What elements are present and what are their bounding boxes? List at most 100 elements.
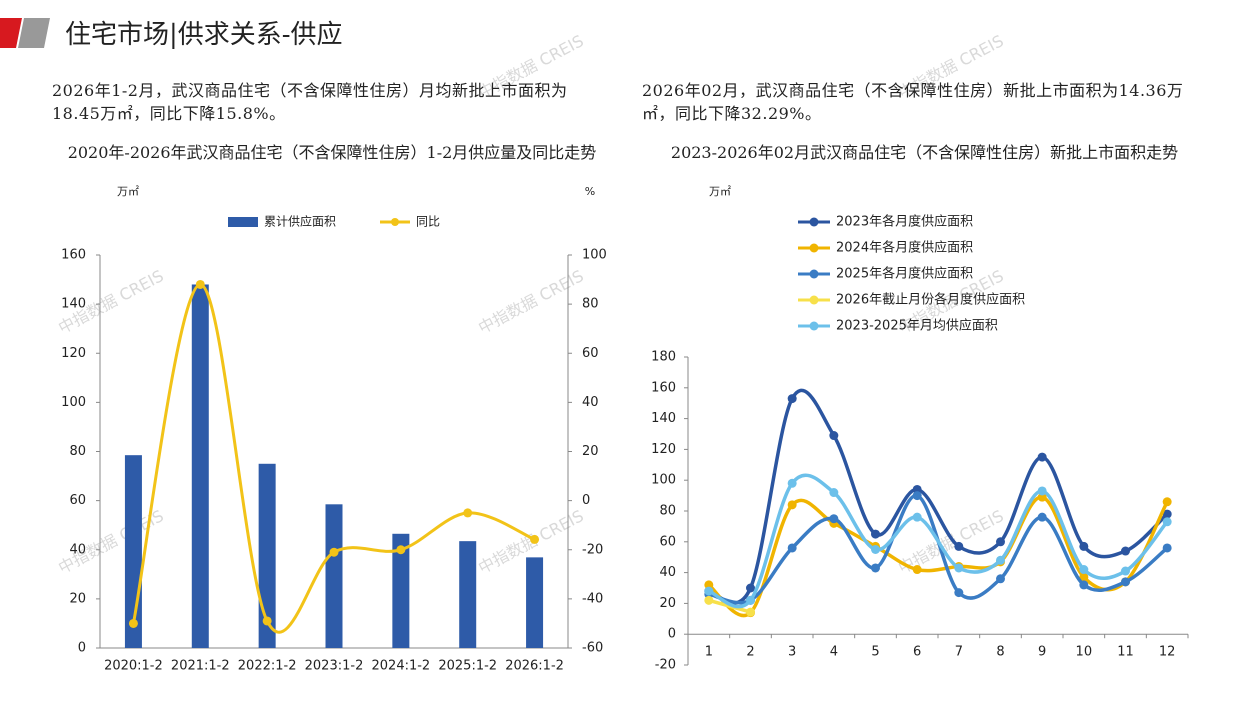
y2-tick-label: 80 bbox=[582, 297, 599, 312]
y-tick-label: -20 bbox=[655, 658, 676, 673]
point bbox=[829, 514, 839, 524]
point bbox=[530, 534, 540, 544]
y-tick-label: 60 bbox=[659, 534, 676, 549]
point bbox=[954, 563, 964, 573]
y-tick-label: 60 bbox=[69, 493, 86, 508]
watermark: 中指数据 CREIS bbox=[475, 266, 587, 337]
y-tick-label: 120 bbox=[651, 442, 676, 457]
y-tick-label: 100 bbox=[651, 473, 676, 488]
legend-label: 累计供应面积 bbox=[264, 214, 336, 229]
x-tick-label: 5 bbox=[871, 645, 879, 660]
x-tick-label: 2020:1-2 bbox=[104, 659, 163, 674]
y2-tick-label: 40 bbox=[582, 395, 599, 410]
point bbox=[1037, 512, 1047, 522]
legend-dot bbox=[809, 321, 819, 331]
y-axis-unit: 万㎡ bbox=[117, 185, 139, 198]
logo-red bbox=[0, 18, 22, 48]
y2-tick-label: 60 bbox=[582, 346, 599, 361]
point bbox=[704, 595, 714, 605]
point bbox=[1079, 541, 1089, 551]
y-tick-label: 0 bbox=[78, 641, 86, 656]
x-tick-label: 1 bbox=[705, 645, 713, 660]
y-tick-label: 40 bbox=[69, 542, 86, 557]
point bbox=[1162, 517, 1172, 527]
x-tick-label: 6 bbox=[913, 645, 921, 660]
y-axis-unit: 万㎡ bbox=[709, 185, 731, 198]
x-tick-label: 9 bbox=[1038, 645, 1046, 660]
point bbox=[746, 583, 755, 593]
x-tick-label: 2025:1-2 bbox=[438, 659, 497, 674]
chart-title: 2020年-2026年武汉商品住宅（不含保障性住房）1-2月供应量及同比走势 bbox=[67, 143, 597, 162]
legend-label: 2023-2025年月均供应面积 bbox=[836, 318, 998, 334]
bar bbox=[325, 504, 343, 648]
point bbox=[829, 488, 839, 498]
y-tick-label: 100 bbox=[61, 395, 86, 410]
line bbox=[131, 282, 536, 634]
point bbox=[996, 574, 1005, 584]
point bbox=[912, 565, 922, 575]
point bbox=[1121, 577, 1130, 587]
y2-tick-label: -40 bbox=[582, 591, 603, 606]
y-tick-label: 20 bbox=[69, 591, 86, 606]
point bbox=[1162, 543, 1172, 553]
y-tick-label: 180 bbox=[651, 350, 676, 365]
y2-tick-label: -60 bbox=[582, 641, 603, 656]
y-tick-label: 160 bbox=[61, 248, 86, 263]
y-tick-label: 140 bbox=[651, 411, 676, 426]
point bbox=[704, 586, 714, 596]
legend-dot bbox=[809, 243, 819, 253]
point bbox=[829, 431, 839, 441]
legend-label: 2026年截止月份各月度供应面积 bbox=[836, 292, 1025, 308]
point bbox=[329, 547, 339, 557]
bar bbox=[191, 284, 209, 648]
point bbox=[787, 478, 797, 488]
x-tick-label: 2021:1-2 bbox=[171, 659, 230, 674]
right-note: 2026年02月，武汉商品住宅（不含保障性住房）新批上市面积为14.36万㎡，同… bbox=[642, 81, 1184, 123]
y-tick-label: 80 bbox=[69, 444, 86, 459]
x-tick-label: 11 bbox=[1117, 645, 1134, 660]
point bbox=[128, 618, 138, 628]
y-tick-label: 20 bbox=[659, 596, 676, 611]
point bbox=[996, 555, 1005, 565]
legend-label: 2024年各月度供应面积 bbox=[836, 240, 973, 256]
point bbox=[262, 616, 272, 626]
point bbox=[463, 508, 473, 518]
point bbox=[1037, 492, 1047, 502]
y2-axis-unit: % bbox=[585, 185, 595, 198]
point bbox=[396, 545, 406, 555]
legend-dot bbox=[809, 295, 819, 305]
legend-swatch bbox=[228, 217, 258, 227]
point bbox=[746, 607, 755, 617]
bar bbox=[526, 557, 544, 648]
point bbox=[1121, 546, 1130, 556]
bar bbox=[459, 541, 477, 648]
x-tick-label: 3 bbox=[788, 645, 796, 660]
chart-title: 2023-2026年02月武汉商品住宅（不含保障性住房）新批上市面积走势 bbox=[670, 143, 1179, 162]
x-tick-label: 2023:1-2 bbox=[305, 659, 364, 674]
point bbox=[704, 580, 714, 590]
legend-dot bbox=[391, 218, 399, 226]
y-tick-label: 140 bbox=[61, 297, 86, 312]
x-tick-label: 2022:1-2 bbox=[238, 659, 297, 674]
point bbox=[871, 563, 880, 573]
y-tick-label: 80 bbox=[659, 504, 676, 519]
page-title: 住宅市场|供求关系-供应 bbox=[65, 20, 343, 50]
x-tick-label: 12 bbox=[1159, 645, 1176, 660]
y2-tick-label: 0 bbox=[582, 493, 590, 508]
x-tick-label: 10 bbox=[1076, 645, 1093, 660]
bar bbox=[392, 533, 410, 648]
x-tick-label: 7 bbox=[955, 645, 963, 660]
point bbox=[1037, 452, 1047, 462]
legend-label: 同比 bbox=[416, 215, 440, 229]
point bbox=[1121, 566, 1130, 576]
legend-dot bbox=[809, 217, 819, 227]
x-tick-label: 2026:1-2 bbox=[505, 659, 564, 674]
x-tick-label: 4 bbox=[830, 645, 838, 660]
legend-dot bbox=[809, 269, 819, 279]
logo-grey bbox=[18, 18, 50, 48]
legend-label: 2023年各月度供应面积 bbox=[836, 214, 973, 230]
point bbox=[746, 595, 755, 605]
y-tick-label: 0 bbox=[668, 627, 676, 642]
point bbox=[912, 491, 922, 501]
